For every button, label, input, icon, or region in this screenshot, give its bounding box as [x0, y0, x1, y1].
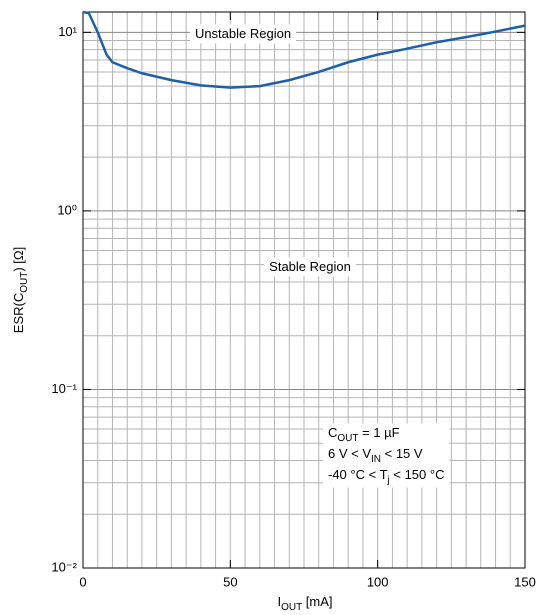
y-tick-label: 10⁻¹: [51, 381, 77, 396]
x-tick-label: 150: [514, 574, 536, 589]
text-part: C: [328, 425, 337, 440]
annotation: Unstable Region: [195, 26, 291, 41]
subscript: OUT: [281, 602, 302, 613]
annotation-background: [323, 423, 450, 488]
text-part: I: [277, 594, 281, 609]
y-axis-label: ESR(COUT) [Ω]: [11, 247, 29, 333]
annotation-background: [189, 24, 297, 44]
subscript: OUT: [19, 272, 30, 293]
annotation: COUT = 1 µF: [328, 425, 400, 443]
y-tick-label: 10¹: [58, 24, 77, 39]
x-tick-label: 0: [79, 574, 86, 589]
y-tick-label: 10⁻²: [51, 559, 77, 574]
text-part: -40 °C < T: [328, 467, 388, 482]
text-part: < 150 °C: [390, 467, 445, 482]
text-part: = 1 µF: [359, 425, 400, 440]
text-part: 6 V < V: [328, 446, 371, 461]
x-axis-label: IOUT [mA]: [277, 594, 332, 612]
annotation-background: [264, 257, 356, 277]
x-tick-label: 50: [223, 574, 237, 589]
subscript: IN: [371, 454, 381, 465]
text-part: [mA]: [302, 594, 332, 609]
text-part: Unstable Region: [195, 26, 291, 41]
annotation: 6 V < VIN < 15 V: [328, 446, 423, 464]
text-part: Stable Region: [269, 259, 351, 274]
text-part: < 15 V: [381, 446, 423, 461]
subscript: OUT: [337, 433, 358, 444]
annotation: Stable Region: [269, 259, 351, 274]
y-tick-label: 10⁰: [57, 202, 77, 217]
annotation: -40 °C < Tj < 150 °C: [328, 467, 444, 485]
text-part: ) [Ω]: [11, 247, 26, 272]
curve: [82, 10, 526, 89]
subscript: j: [387, 475, 390, 486]
text-part: ESR(C: [11, 293, 26, 333]
x-tick-label: 100: [367, 574, 389, 589]
plot-frame: [82, 11, 526, 569]
